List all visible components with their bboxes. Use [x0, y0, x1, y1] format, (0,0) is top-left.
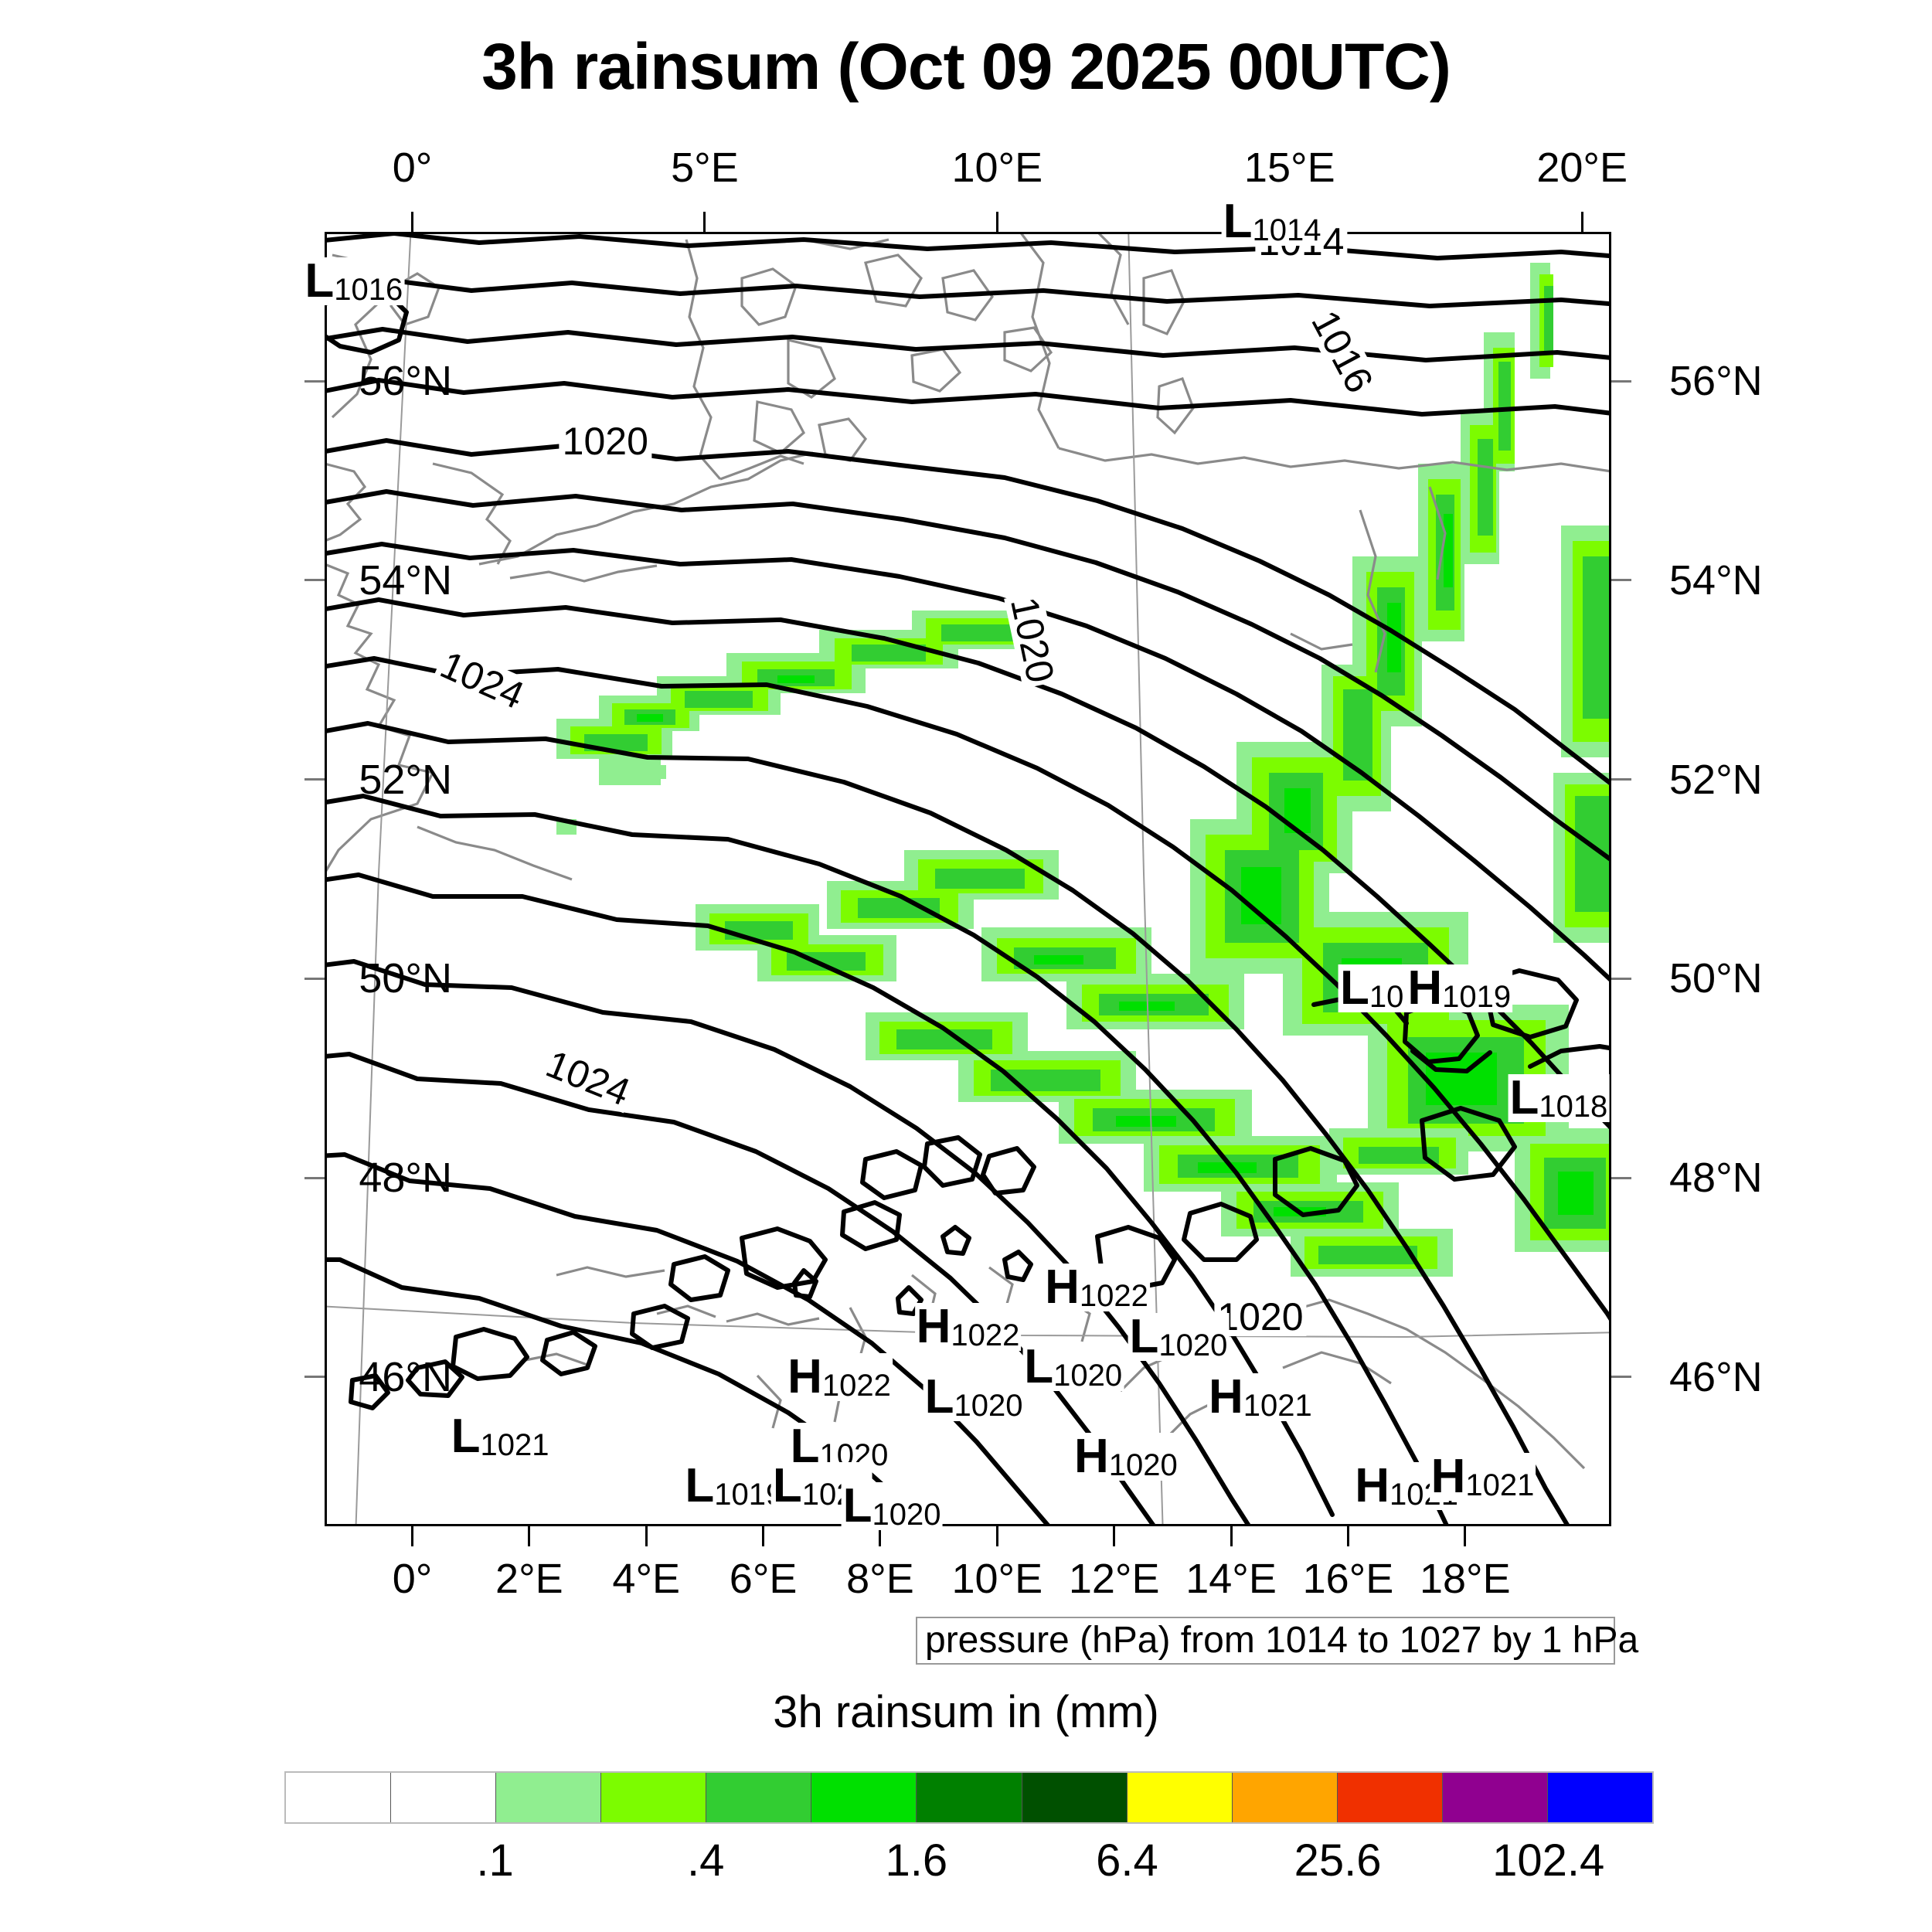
axis-tick [304, 1376, 325, 1379]
lon-label-bottom: 0° [392, 1556, 433, 1602]
colorbar-segment-10[interactable] [1337, 1773, 1443, 1822]
axis-tick [1611, 579, 1631, 582]
lat-label-left: 56°N [359, 358, 452, 405]
axis-tick [762, 1526, 765, 1546]
high-pressure-marker: H1021 [1207, 1369, 1314, 1423]
axis-tick [1113, 1526, 1116, 1546]
high-pressure-marker: H1021 [1429, 1449, 1536, 1503]
lat-label-right: 54°N [1669, 556, 1763, 604]
lat-label-left: 48°N [359, 1155, 452, 1202]
colorbar-segment-8[interactable] [1127, 1773, 1233, 1822]
colorbar-segment-0[interactable] [286, 1773, 392, 1822]
colorbar-segment-11[interactable] [1442, 1773, 1548, 1822]
lon-label-bottom: 6°E [729, 1556, 798, 1602]
lat-label-right: 56°N [1669, 358, 1763, 405]
axis-tick [703, 212, 706, 232]
contour-value-label: 1020 [1214, 1298, 1307, 1337]
axis-tick [411, 212, 414, 232]
axis-tick [1611, 379, 1631, 383]
map-frame [325, 232, 1611, 1526]
colorbar[interactable] [284, 1771, 1654, 1824]
colorbar-tick-label: 25.6 [1294, 1835, 1382, 1886]
lat-label-left: 50°N [359, 955, 452, 1002]
axis-tick [645, 1526, 648, 1546]
lon-label-top: 5°E [671, 145, 739, 191]
colorbar-tick-label: .4 [687, 1835, 725, 1886]
axis-tick [1464, 1526, 1467, 1546]
lon-label-bottom: 12°E [1068, 1556, 1160, 1602]
colorbar-segment-3[interactable] [601, 1773, 707, 1822]
lon-label-bottom: 4°E [612, 1556, 681, 1602]
axis-tick [995, 1526, 998, 1546]
colorbar-segment-9[interactable] [1232, 1773, 1338, 1822]
axis-tick [1611, 1176, 1631, 1179]
colorbar-title: 3h rainsum in (mm) [773, 1687, 1159, 1737]
lat-label-right: 50°N [1669, 955, 1763, 1002]
lon-label-bottom: 10°E [951, 1556, 1043, 1602]
map-panel [325, 232, 1611, 1526]
lon-label-bottom: 8°E [846, 1556, 914, 1602]
colorbar-segment-2[interactable] [496, 1773, 602, 1822]
high-pressure-marker: H1022 [914, 1300, 1022, 1354]
colorbar-segment-12[interactable] [1547, 1773, 1653, 1822]
colorbar-segment-5[interactable] [811, 1773, 917, 1822]
lat-label-left: 52°N [359, 756, 452, 803]
high-pressure-marker: H1020 [1072, 1429, 1179, 1483]
axis-tick [879, 1526, 882, 1546]
axis-tick [304, 977, 325, 980]
axis-tick [1611, 778, 1631, 781]
colorbar-segment-4[interactable] [706, 1773, 812, 1822]
colorbar-tick-label: .1 [476, 1835, 514, 1886]
low-pressure-marker: L1018 [1508, 1070, 1610, 1124]
lat-label-right: 52°N [1669, 756, 1763, 803]
lon-label-bottom: 18°E [1419, 1556, 1511, 1602]
axis-tick [1611, 977, 1631, 980]
lat-label-right: 48°N [1669, 1155, 1763, 1202]
low-pressure-marker: L1016 [303, 254, 405, 308]
colorbar-segment-6[interactable] [917, 1773, 1022, 1822]
low-pressure-marker: L1014 [1221, 195, 1323, 249]
low-pressure-marker: L1019 [683, 1459, 785, 1513]
axis-tick [304, 778, 325, 781]
low-pressure-marker: L1020 [841, 1479, 943, 1533]
colorbar-tick-label: 102.4 [1492, 1835, 1605, 1886]
low-pressure-marker: L1021 [449, 1410, 551, 1464]
colorbar-tick-label: 1.6 [885, 1835, 948, 1886]
lon-label-bottom: 2°E [495, 1556, 563, 1602]
axis-tick [528, 1526, 531, 1546]
lat-label-right: 46°N [1669, 1353, 1763, 1400]
colorbar-segment-7[interactable] [1022, 1773, 1128, 1822]
axis-tick [1230, 1526, 1233, 1546]
high-pressure-marker: H1022 [1043, 1260, 1150, 1314]
lat-label-left: 54°N [359, 556, 452, 604]
axis-tick [304, 1176, 325, 1179]
axis-tick [1611, 1376, 1631, 1379]
page-title: 3h rainsum (Oct 09 2025 00UTC) [481, 30, 1451, 103]
low-pressure-marker: L1020 [923, 1369, 1025, 1423]
lat-label-left: 46°N [359, 1353, 452, 1400]
axis-tick [995, 212, 998, 232]
map-canvas [325, 232, 1611, 1526]
isobar-layer [325, 232, 1611, 1526]
lon-label-bottom: 16°E [1302, 1556, 1394, 1602]
contour-value-label: 1020 [559, 421, 651, 461]
lon-label-top: 15°E [1243, 145, 1335, 191]
low-pressure-marker: L1020 [1022, 1339, 1124, 1393]
lon-label-top: 10°E [951, 145, 1043, 191]
axis-tick [1346, 1526, 1349, 1546]
high-pressure-marker: H1022 [786, 1349, 893, 1403]
axis-tick [1580, 212, 1583, 232]
low-pressure-marker: L1020 [1128, 1310, 1230, 1364]
high-pressure-marker: H1019 [1406, 961, 1513, 1015]
lon-label-bottom: 14°E [1185, 1556, 1277, 1602]
lon-label-top: 0° [392, 145, 433, 191]
colorbar-tick-label: 6.4 [1096, 1835, 1158, 1886]
lon-label-top: 20°E [1536, 145, 1628, 191]
axis-tick [304, 579, 325, 582]
axis-tick [411, 1526, 414, 1546]
colorbar-segment-1[interactable] [391, 1773, 497, 1822]
axis-tick [304, 379, 325, 383]
pressure-legend: pressure (hPa) from 1014 to 1027 by 1 hP… [916, 1617, 1638, 1665]
